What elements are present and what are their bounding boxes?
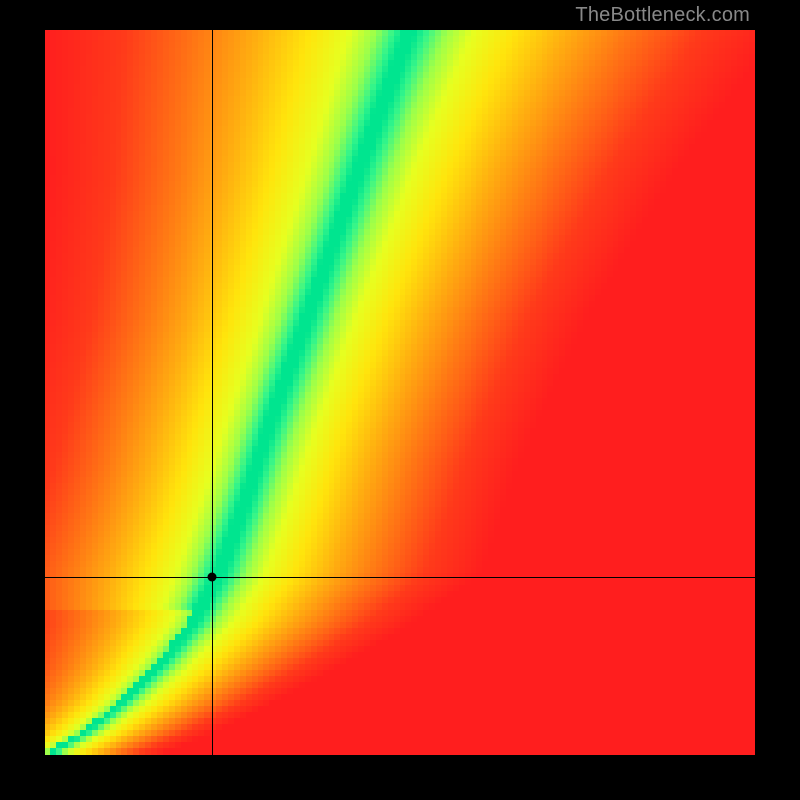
heatmap-canvas [45,30,755,755]
crosshair-horizontal [45,577,755,578]
crosshair-vertical [212,30,213,755]
watermark-text: TheBottleneck.com [575,4,750,27]
heatmap-plot [45,30,755,755]
chart-frame: TheBottleneck.com [0,0,800,800]
crosshair-marker-dot [207,573,216,582]
